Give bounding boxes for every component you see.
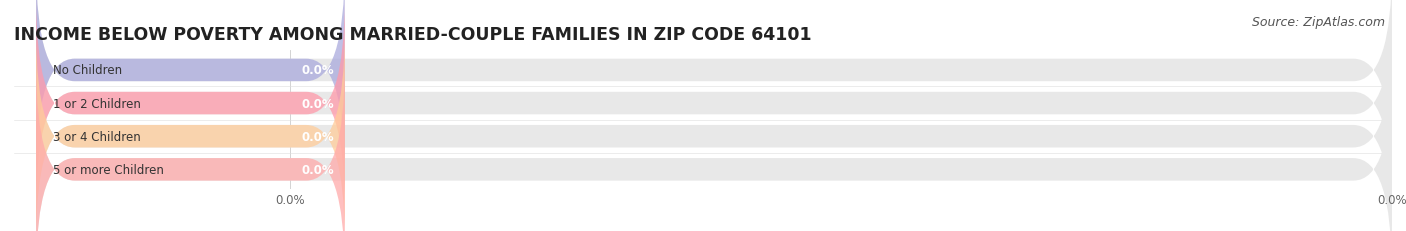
Text: Source: ZipAtlas.com: Source: ZipAtlas.com [1251,16,1385,29]
Text: 5 or more Children: 5 or more Children [52,163,163,176]
Text: 0.0%: 0.0% [301,64,333,77]
FancyBboxPatch shape [37,0,344,208]
FancyBboxPatch shape [37,65,1392,231]
FancyBboxPatch shape [37,32,344,231]
FancyBboxPatch shape [37,65,344,231]
Text: 0.0%: 0.0% [301,97,333,110]
Text: 3 or 4 Children: 3 or 4 Children [52,130,141,143]
Text: 0.0%: 0.0% [301,163,333,176]
Text: 0.0%: 0.0% [301,130,333,143]
FancyBboxPatch shape [37,0,344,175]
FancyBboxPatch shape [37,0,1392,208]
Text: 1 or 2 Children: 1 or 2 Children [52,97,141,110]
FancyBboxPatch shape [37,0,1392,175]
FancyBboxPatch shape [37,32,1392,231]
Text: No Children: No Children [52,64,122,77]
Text: INCOME BELOW POVERTY AMONG MARRIED-COUPLE FAMILIES IN ZIP CODE 64101: INCOME BELOW POVERTY AMONG MARRIED-COUPL… [14,26,811,44]
